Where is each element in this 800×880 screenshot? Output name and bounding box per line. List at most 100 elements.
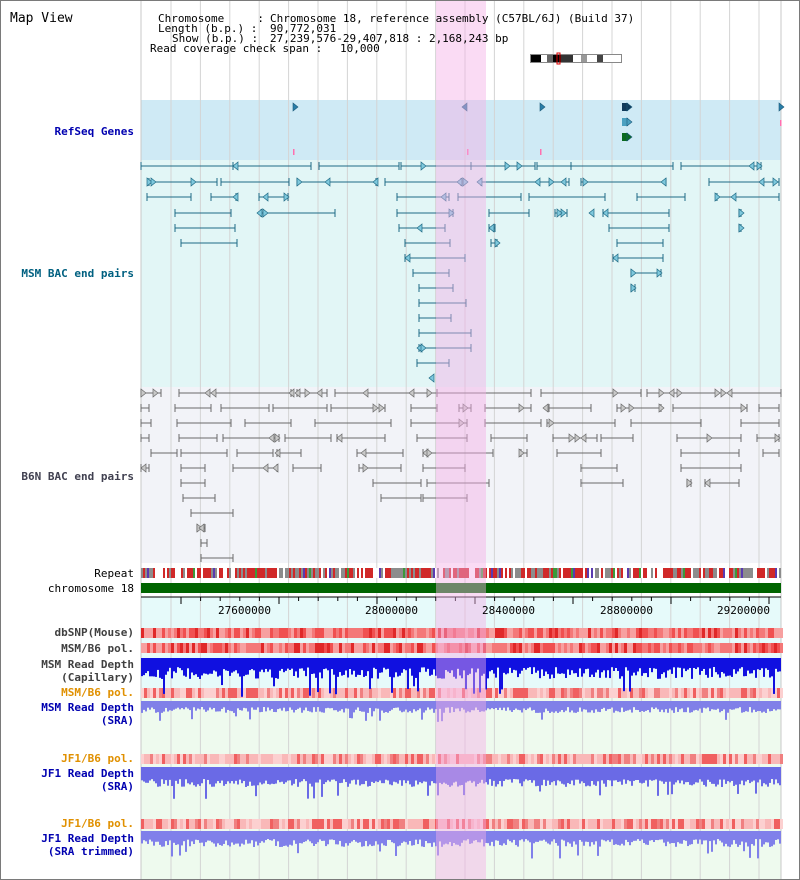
msm-depth-sra-bar	[293, 701, 295, 713]
msm-pol2-heat-cell	[645, 688, 648, 698]
jf1-depth-trimmed-bar	[431, 831, 433, 847]
jf1-depth-sra-bar	[625, 767, 627, 784]
track-label-jf1-pol-2[interactable]: JF1/B6 pol.	[61, 817, 134, 830]
jf1-depth-trimmed-bar	[775, 831, 777, 840]
jf1-depth-trimmed-bar	[757, 831, 759, 859]
repeat-element	[637, 568, 639, 578]
dbsnp-heat-cell	[606, 628, 609, 638]
track-label-dbsnp[interactable]: dbSNP(Mouse)	[54, 626, 134, 639]
jf1-depth-sra-bar	[507, 767, 509, 780]
jf1-depth-sra-bar	[773, 767, 775, 785]
jf1-pol-heat-cell	[579, 754, 582, 764]
repeat-element	[257, 568, 259, 578]
repeat-element	[745, 568, 747, 578]
dbsnp-heat-cell	[171, 628, 174, 638]
repeat-element	[175, 568, 177, 578]
jf1-depth-sra-bar	[401, 767, 403, 786]
msm-pol2-heat-cell	[219, 688, 222, 698]
msm-depth-sra-bar	[745, 701, 747, 712]
jf1-pol2-heat-cell	[225, 819, 228, 829]
track-label-jf1-depth-sra[interactable]: JF1 Read Depth (SRA)	[41, 767, 134, 793]
track-label-msm-pol-2[interactable]: MSM/B6 pol.	[61, 686, 134, 699]
dbsnp-heat-cell	[714, 628, 717, 638]
msm-depth-capillary-bar	[717, 658, 719, 675]
b6n-bac-end-arrow	[740, 403, 747, 413]
jf1-depth-trimmed-bar	[379, 831, 381, 852]
track-label-msm-bac[interactable]: MSM BAC end pairs	[21, 267, 134, 280]
jf1-pol-heat-cell	[174, 754, 177, 764]
jf1-depth-sra-bar	[229, 767, 231, 784]
jf1-pol2-heat-cell	[282, 819, 285, 829]
track-label-repeat[interactable]: Repeat	[94, 567, 134, 580]
jf1-depth-sra-bar	[239, 767, 241, 780]
msm-pol2-heat-cell	[387, 688, 390, 698]
track-label-b6n-bac[interactable]: B6N BAC end pairs	[21, 470, 134, 483]
jf1-depth-sra-bar	[771, 767, 773, 780]
jf1-pol-heat-cell	[753, 754, 756, 764]
msm-depth-sra-bar	[193, 701, 195, 708]
msm-depth-capillary-bar	[619, 658, 621, 679]
jf1-depth-trimmed-bar	[305, 831, 307, 842]
msm-pol2-heat-cell	[438, 688, 441, 698]
b6n-bac-end-arrow	[204, 388, 211, 398]
msm-pol-heat-cell	[216, 643, 219, 653]
msm-pol2-heat-cell	[180, 688, 183, 698]
msm-depth-sra-bar	[411, 701, 413, 713]
msm-pol-heat-cell	[321, 643, 324, 653]
msm-depth-sra-bar	[519, 701, 521, 711]
jf1-depth-trimmed-bar	[447, 831, 449, 845]
msm-pol2-heat-cell	[384, 688, 387, 698]
track-label-msm-pol-1[interactable]: MSM/B6 pol.	[61, 642, 134, 655]
jf1-depth-trimmed-bar	[645, 831, 647, 845]
msm-depth-capillary-bar	[195, 658, 197, 675]
jf1-pol-heat-cell	[246, 754, 249, 764]
jf1-depth-sra-bar	[483, 767, 485, 784]
msm-depth-sra-bar	[151, 701, 153, 708]
track-label-msm-depth-sra[interactable]: MSM Read Depth (SRA)	[41, 701, 134, 727]
track-label-chromosome[interactable]: chromosome 18	[47, 582, 134, 595]
jf1-depth-trimmed-bar	[275, 831, 277, 846]
jf1-depth-sra-bar	[699, 767, 701, 780]
msm-pol2-heat-cell	[504, 688, 507, 698]
msm-depth-sra-bar	[551, 701, 553, 712]
jf1-depth-sra-bar	[533, 767, 535, 781]
jf1-depth-trimmed-bar	[349, 831, 351, 844]
msm-depth-sra-bar	[353, 701, 355, 713]
msm-pol2-heat-cell	[624, 688, 627, 698]
msm-depth-capillary-bar	[671, 658, 673, 674]
jf1-depth-sra-bar	[217, 767, 219, 782]
msm-depth-capillary-bar	[551, 658, 553, 675]
dbsnp-heat-cell	[696, 628, 699, 638]
dbsnp-heat-cell	[297, 628, 300, 638]
dbsnp-heat-cell	[378, 628, 381, 638]
msm-depth-sra-bar	[565, 701, 567, 711]
jf1-depth-trimmed-bar	[437, 831, 439, 856]
track-label-msm-depth-capillary[interactable]: MSM Read Depth (Capillary)	[41, 658, 134, 684]
jf1-depth-trimmed-bar	[509, 831, 511, 842]
msm-pol-heat-cell	[447, 643, 450, 653]
jf1-depth-sra-bar	[585, 767, 587, 787]
repeat-element	[461, 568, 463, 578]
track-label-refseq[interactable]: RefSeq Genes	[54, 125, 134, 138]
jf1-depth-sra-bar	[443, 767, 445, 783]
jf1-depth-sra-bar	[677, 767, 679, 781]
msm-pol2-heat-cell	[510, 688, 513, 698]
jf1-depth-trimmed-bar	[647, 831, 649, 845]
repeat-element	[527, 568, 529, 578]
jf1-pol2-heat-cell	[651, 819, 654, 829]
repeat-element	[735, 568, 737, 578]
msm-depth-capillary-bar	[375, 658, 377, 670]
track-label-jf1-depth-trimmed[interactable]: JF1 Read Depth (SRA trimmed)	[41, 832, 134, 858]
msm-depth-sra-bar	[165, 701, 167, 708]
dbsnp-heat-cell	[321, 628, 324, 638]
jf1-pol-heat-cell	[552, 754, 555, 764]
jf1-depth-trimmed-bar	[487, 831, 489, 844]
jf1-depth-sra-bar	[415, 767, 417, 781]
jf1-depth-sra-bar	[425, 767, 427, 782]
msm-depth-sra-bar	[773, 701, 775, 710]
msm-pol-heat-cell	[651, 643, 654, 653]
msm-depth-sra-bar	[605, 701, 607, 711]
jf1-depth-sra-bar	[221, 767, 223, 781]
track-label-jf1-pol-1[interactable]: JF1/B6 pol.	[61, 752, 134, 765]
